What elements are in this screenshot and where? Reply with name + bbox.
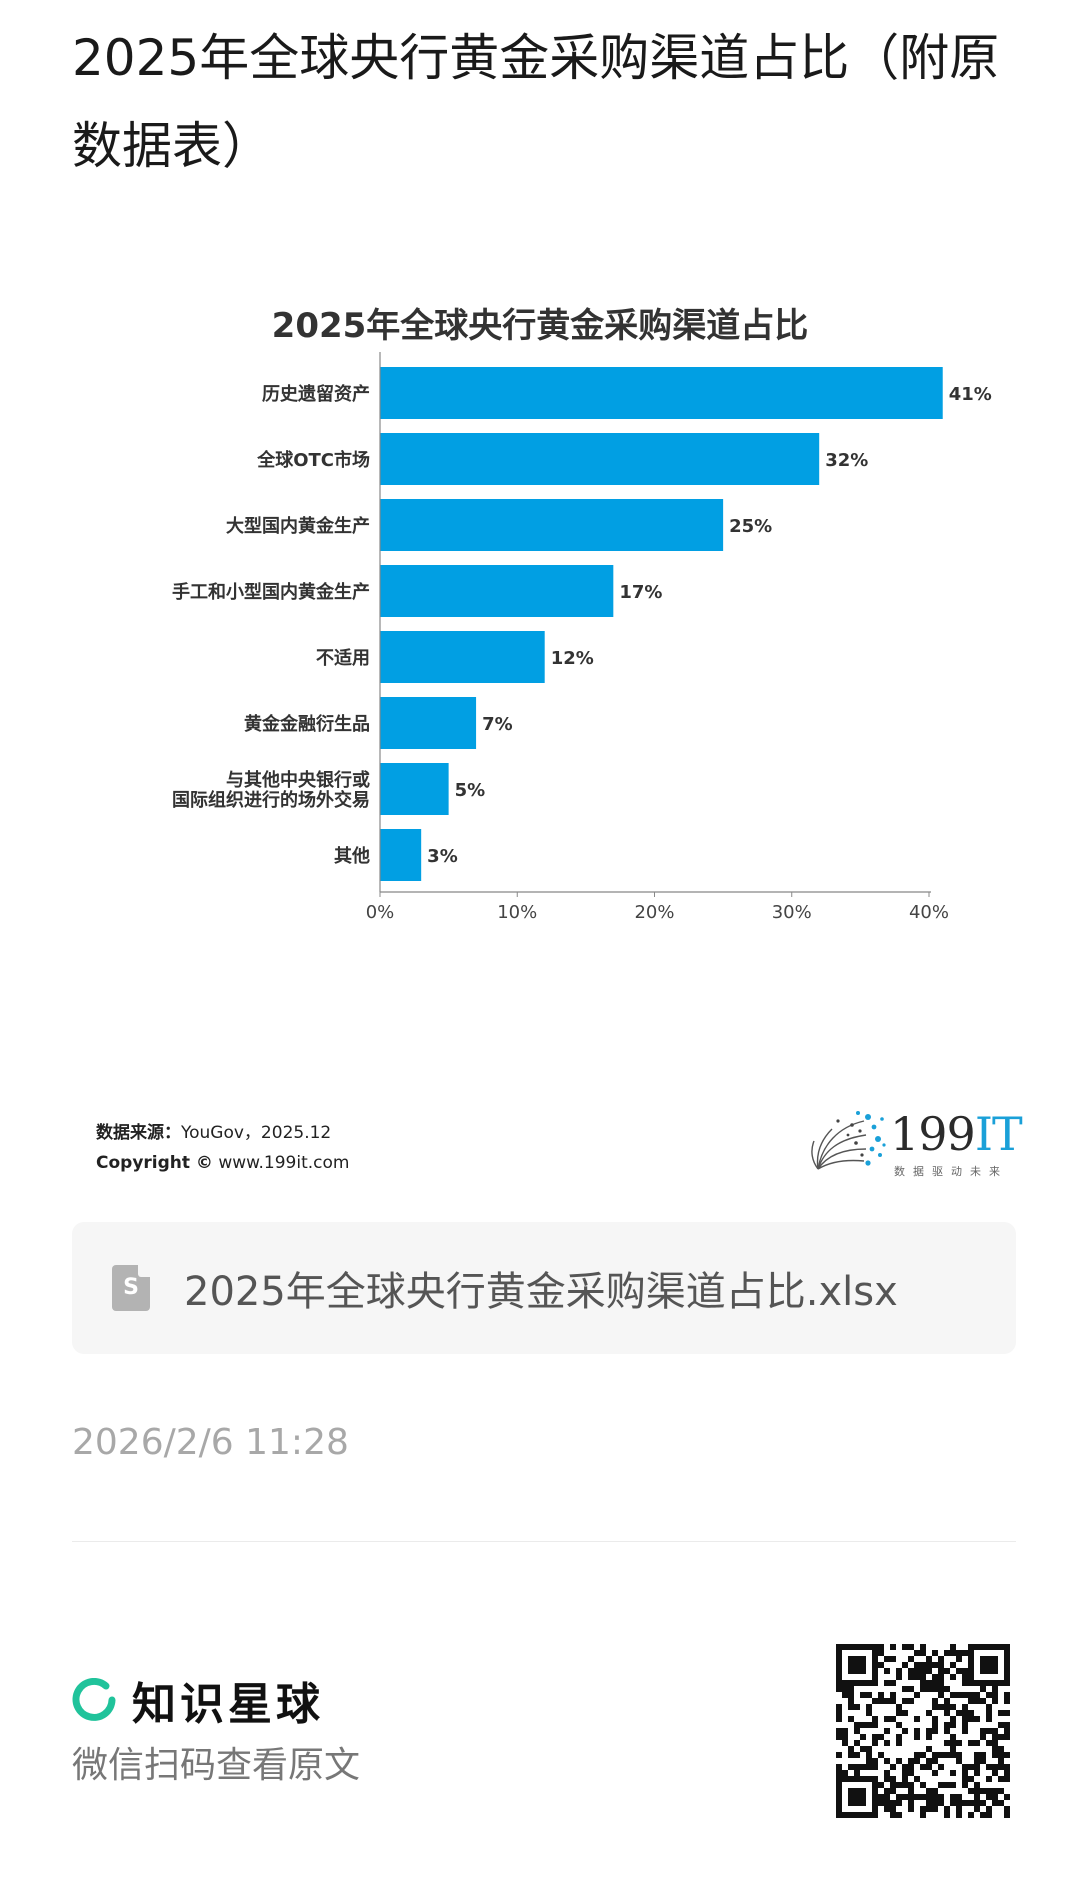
attachment-file-name[interactable]: 2025年全球央行黄金采购渠道占比.xlsx [184, 1269, 898, 1315]
source-value: YouGov，2025.12 [181, 1123, 332, 1143]
spreadsheet-file-icon: S [112, 1265, 150, 1311]
bar-value-label-3: 17% [619, 582, 662, 603]
bar-chart: 41% 历史遗留资产 32% 全球OTC市场 25% 大型国内黄金生产 17% 手工和小型国内… [172, 352, 992, 923]
bar-value-label-0: 41% [949, 384, 992, 405]
post-timestamp: 2026/2/6 11:28 [72, 1422, 349, 1463]
zsxq-logo-icon [72, 1678, 116, 1721]
bar-3 [380, 565, 614, 617]
app-brand: 知识星球 [72, 1668, 324, 1732]
page-title: 2025年全球央行黄金采购渠道占比（附原数据表） [72, 29, 1000, 175]
copyright-label: Copyright © [96, 1153, 213, 1173]
bar-1 [380, 433, 820, 485]
bar-4 [380, 631, 545, 683]
brand-tagline: 数据驱动未来 [894, 1165, 1008, 1178]
x-tick-label-0: 0% [366, 902, 395, 923]
chart-title: 2025年全球央行黄金采购渠道占比 [271, 306, 809, 346]
brand-logo: 199IT 数据驱动未来 [808, 1105, 1023, 1185]
chart-image: 2025年全球央行黄金采购渠道占比 41% 历史遗留资产 32% 全球OTC市场 25%… [80, 270, 1000, 1210]
category-label-4: 不适用 [316, 648, 370, 669]
dandelion-icon [811, 1111, 886, 1170]
qr-code-icon[interactable] [836, 1644, 1010, 1818]
category-label-7: 其他 [334, 845, 370, 867]
divider [72, 1541, 1016, 1542]
bar-value-label-5: 7% [482, 714, 513, 735]
attachment-card[interactable]: S 2025年全球央行黄金采购渠道占比.xlsx [72, 1222, 1016, 1354]
bar-2 [380, 499, 724, 551]
bar-6 [380, 763, 449, 815]
bar-value-label-2: 25% [729, 516, 772, 537]
category-label-5: 黄金金融衍生品 [244, 713, 370, 735]
x-tick-label-3: 30% [772, 902, 812, 923]
bar-0 [380, 367, 943, 419]
x-tick-label-4: 40% [909, 902, 949, 923]
category-label-6: 与其他中央银行或国际组织进行的场外交易 [172, 769, 370, 811]
category-label-0: 历史遗留资产 [262, 383, 370, 405]
category-label-2: 大型国内黄金生产 [226, 515, 370, 537]
bar-5 [380, 697, 477, 749]
bar-value-label-7: 3% [427, 846, 458, 867]
brand-logo-text: 199IT [890, 1107, 1023, 1161]
bar-value-label-6: 5% [455, 780, 486, 801]
x-tick-label-1: 10% [497, 902, 537, 923]
copyright-value: www.199it.com [218, 1153, 350, 1173]
bar-value-label-4: 12% [551, 648, 594, 669]
bar-value-label-1: 32% [825, 450, 868, 471]
bar-7 [380, 829, 422, 881]
source-label: 数据来源： [96, 1123, 181, 1143]
x-tick-label-2: 20% [634, 902, 674, 923]
category-label-1: 全球OTC市场 [256, 449, 370, 471]
source-block: 数据来源：YouGov，2025.12 Copyright © www.199i… [96, 1118, 349, 1178]
app-name: 知识星球 [132, 1679, 324, 1730]
scan-hint: 微信扫码查看原文 [72, 1745, 361, 1786]
category-label-3: 手工和小型国内黄金生产 [172, 581, 370, 603]
